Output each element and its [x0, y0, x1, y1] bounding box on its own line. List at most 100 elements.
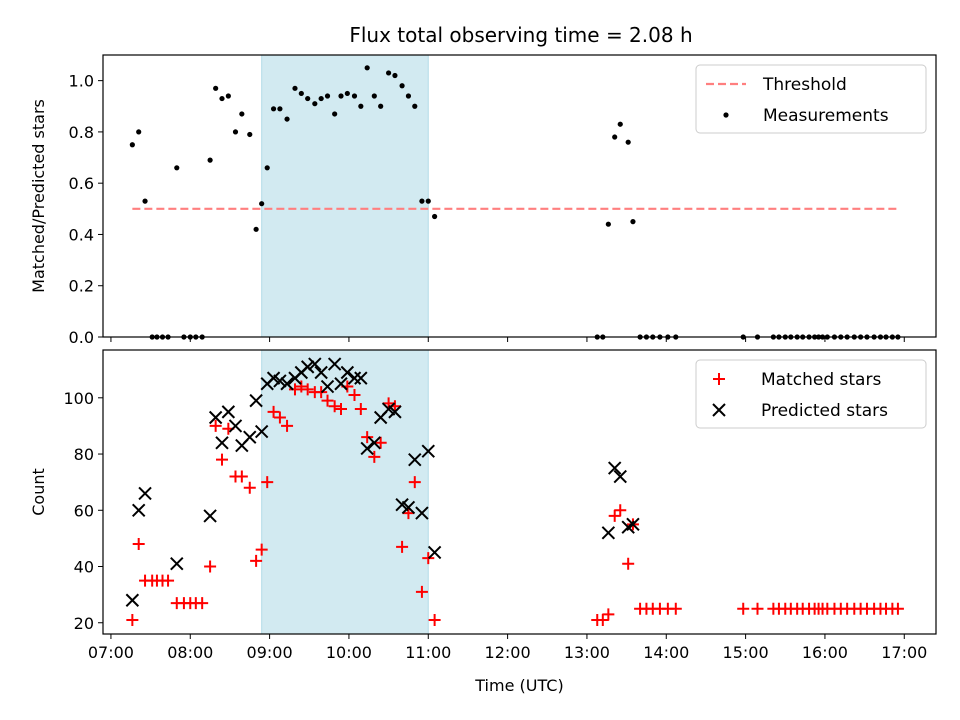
legend-measurement-swatch [723, 112, 729, 118]
observing-time-span [261, 54, 429, 338]
y-tick-label: 100 [63, 389, 94, 408]
measurement-point [312, 101, 318, 107]
legend-predicted-swatch [712, 403, 726, 417]
legend-predicted-label: Predicted stars [761, 401, 888, 421]
predicted-star-point [415, 506, 429, 520]
x-tick-label: 16:00 [802, 643, 848, 662]
y-tick-label: 0.6 [69, 174, 94, 193]
predicted-star-point [170, 556, 184, 571]
measurement-point [213, 85, 219, 91]
predicted-star-point [340, 365, 355, 380]
measurement-point [277, 106, 283, 112]
measurement-point [207, 157, 213, 163]
matched-star-point [126, 613, 139, 626]
predicted-star-point [613, 469, 627, 484]
matched-star-point [368, 450, 381, 463]
matched-star-point [751, 602, 764, 615]
predicted-star-point [221, 405, 236, 419]
measurement-point [305, 95, 311, 102]
matched-star-point [301, 383, 314, 396]
measurement-point [264, 165, 270, 171]
matched-star-point [428, 613, 441, 626]
predicted-star-point [228, 419, 243, 433]
matched-star-point [243, 481, 256, 494]
measurement-point [174, 165, 180, 171]
measurement-point [412, 103, 418, 109]
measurement-point [386, 70, 392, 76]
matched-star-point [396, 540, 409, 553]
x-tick-label: 08:00 [167, 643, 213, 662]
y-tick-label: 60 [74, 501, 94, 520]
predicted-star-point [408, 452, 422, 467]
matched-star-point [321, 394, 334, 407]
matched-star-point [132, 538, 145, 551]
measurement-point [284, 116, 290, 122]
matched-star-point [361, 431, 374, 444]
matched-star-point [209, 419, 222, 432]
matched-star-point [162, 574, 175, 587]
measurement-point [298, 90, 304, 97]
measurement-point [630, 219, 636, 225]
predicted-star-point [401, 500, 416, 515]
y-tick-label: 0.4 [69, 225, 94, 244]
measurement-point [364, 65, 370, 71]
measurement-point [419, 198, 425, 204]
predicted-star-point [203, 509, 217, 523]
legend-box [695, 64, 927, 134]
measurement-point [324, 93, 331, 99]
predicted-star-point [208, 410, 223, 425]
x-tick-label: 15:00 [723, 643, 769, 662]
measurement-point [605, 221, 611, 227]
y-tick-label: 0.8 [69, 123, 94, 142]
matched-star-point [295, 380, 308, 393]
measurement-point [432, 213, 438, 220]
y-tick-label: 1.0 [69, 72, 94, 91]
measurement-point [318, 95, 324, 102]
legend-measurement-label: Measurements [763, 106, 889, 126]
y-axis-label: Count [29, 468, 48, 516]
matched-star-point [273, 411, 286, 424]
axes-frame [102, 349, 937, 635]
observing-time-span [261, 349, 429, 635]
predicted-star-point [138, 486, 152, 501]
measurement-point [392, 72, 398, 79]
predicted-star-point [388, 405, 402, 419]
matched-star-point [891, 602, 904, 615]
measurement-point [338, 93, 344, 99]
measurement-point [625, 139, 631, 145]
legend-threshold-label: Threshold [762, 75, 847, 95]
measurement-point [259, 201, 265, 207]
top-axes-ratio: 0.0 0.2 0.4 0.6 0.8 1.0 Matched/Predicted star… [29, 54, 937, 347]
predicted-star-point [334, 377, 348, 391]
x-tick-label: 11:00 [405, 643, 451, 662]
measurement-point [219, 95, 225, 102]
y-tick-label: 80 [74, 445, 94, 464]
y-tick-label: 40 [74, 558, 94, 577]
matched-star-point [255, 543, 268, 556]
measurement-point [292, 85, 298, 91]
predicted-star-point [427, 545, 442, 560]
bottom-axes-counts: 07:00 08:00 09:00 10:00 11:00 12:00 13:00 14:00… [29, 349, 937, 695]
matched-star-point [250, 554, 263, 567]
predicted-star-point [249, 393, 263, 408]
matched-star-point [216, 453, 228, 466]
matched-star-point [382, 397, 395, 410]
predicted-star-point [280, 377, 294, 391]
matched-star-point [288, 383, 301, 396]
measurement-point [253, 226, 259, 232]
measurement-point [617, 121, 623, 127]
predicted-star-point [367, 436, 382, 450]
legend: Threshold Measurements [695, 64, 927, 134]
matched-star-point [602, 608, 615, 621]
measurement-point [247, 131, 253, 138]
matched-star-point [608, 509, 621, 522]
predicted-star-point [360, 441, 374, 456]
predicted-star-point [607, 461, 622, 475]
matched-star-point [335, 403, 347, 416]
matched-star-point [281, 419, 294, 432]
predicted-star-point [273, 374, 287, 388]
matched-star-point [408, 476, 421, 489]
axes-frame [102, 54, 937, 338]
legend-matched-label: Matched stars [761, 370, 881, 390]
